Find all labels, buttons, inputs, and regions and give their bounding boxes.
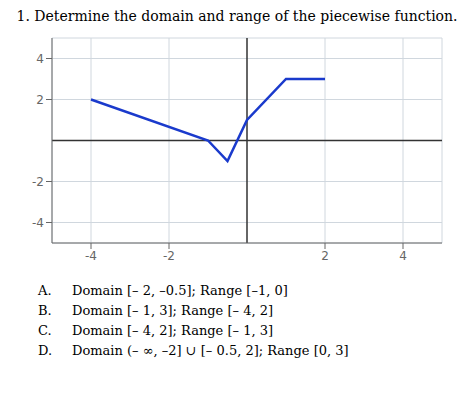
svg-text:4: 4 <box>36 52 44 66</box>
html-text:B.: B. <box>38 303 52 318</box>
html-text:Domain [– 4, 2]; Range [– 1, 3: Domain [– 4, 2]; Range [– 1, 3] <box>72 323 273 338</box>
html-text:D.: D. <box>38 343 53 358</box>
html-text:A.: A. <box>38 283 52 298</box>
svg-text:-4: -4 <box>85 249 97 263</box>
svg-text:2: 2 <box>321 249 329 263</box>
svg-text:-2: -2 <box>163 249 175 263</box>
html-text:Domain [– 1, 3]; Range [– 4, 2: Domain [– 1, 3]; Range [– 4, 2] <box>72 303 273 318</box>
html-text:C.: C. <box>38 323 52 338</box>
svg-text:4: 4 <box>399 249 407 263</box>
svg-text:-2: -2 <box>32 175 44 189</box>
svg-text:-4: -4 <box>32 216 44 230</box>
html-text:1. Determine the domain and ra: 1. Determine the domain and range of the… <box>16 8 458 24</box>
html-text:Domain [– 2, –0.5]; Range [–1,: Domain [– 2, –0.5]; Range [–1, 0] <box>72 283 288 298</box>
svg-text:2: 2 <box>36 93 44 107</box>
html-text:Domain (– ∞, –2] ∪ [– 0.5, 2];: Domain (– ∞, –2] ∪ [– 0.5, 2]; Range [0,… <box>72 343 349 358</box>
